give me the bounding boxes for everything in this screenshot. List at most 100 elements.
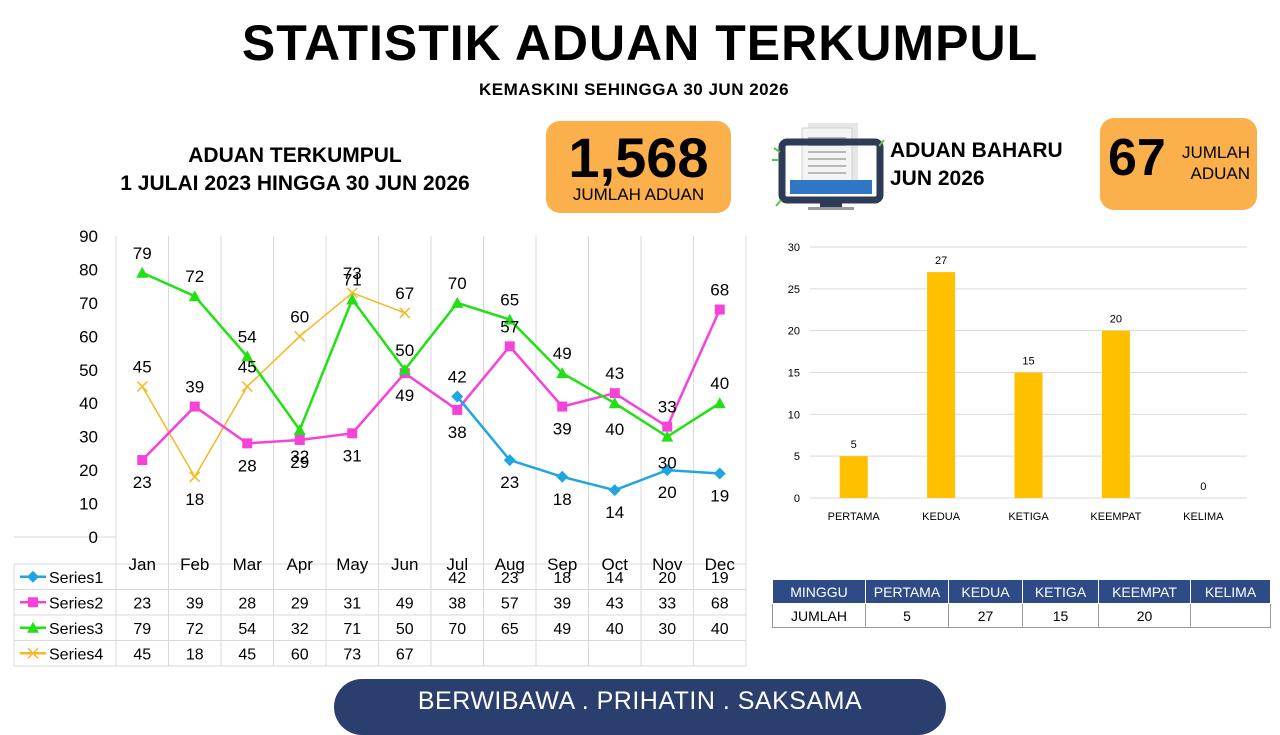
y-tick-label: 0: [89, 528, 98, 547]
data-point: [557, 401, 568, 412]
table-cell-value: 19: [711, 570, 729, 587]
bar: [839, 456, 868, 498]
table-cell-value: 42: [448, 570, 466, 587]
data-label: 27: [935, 255, 947, 267]
y-tick-label: 0: [794, 493, 800, 505]
table-cell-value: 38: [448, 595, 466, 612]
table-cell-value: 29: [291, 595, 309, 612]
data-label: 79: [133, 244, 152, 263]
data-label: 23: [500, 473, 519, 492]
weekly-complaints-table: MINGGU PERTAMA KEDUA KETIGA KEEMPAT KELI…: [772, 579, 1271, 628]
table-cell-value: 54: [238, 621, 256, 638]
x-tick-label: KEEMPAT: [1090, 511, 1141, 523]
data-label: 60: [290, 307, 309, 326]
table-cell-value: 20: [658, 570, 676, 587]
y-tick-label: 70: [79, 294, 98, 313]
data-point: [608, 484, 621, 497]
table-cell-value: 23: [501, 570, 519, 587]
x-tick-label: KEDUA: [922, 511, 961, 523]
data-label: 39: [185, 378, 204, 397]
data-point: [346, 287, 358, 299]
data-label: 15: [1022, 356, 1034, 368]
data-label: 45: [133, 358, 152, 377]
data-point: [713, 467, 726, 480]
x-tick-label: PERTAMA: [828, 511, 881, 523]
weekly-table-cell: 15: [1022, 603, 1099, 628]
weekly-table-header-cell: MINGGU: [772, 579, 866, 604]
total-heading-line2: 1 JULAI 2023 HINGGA 30 JUN 2026: [120, 172, 470, 195]
table-cell-value: 30: [658, 621, 676, 638]
x-tick-label: KELIMA: [1183, 511, 1224, 523]
bar: [1101, 330, 1130, 498]
data-label: 33: [658, 398, 677, 417]
y-tick-label: 10: [79, 495, 98, 514]
data-point: [188, 290, 201, 302]
data-point: [27, 647, 39, 659]
new-complaints-value: 67: [1108, 129, 1166, 187]
total-complaints-value: 1,568: [568, 126, 709, 189]
data-label: 32: [290, 447, 309, 466]
legend-label: Series4: [49, 646, 103, 663]
data-label: 40: [605, 420, 624, 439]
data-point: [662, 421, 673, 432]
series-line: [141, 291, 406, 479]
data-label: 5: [851, 439, 857, 451]
data-label: 31: [343, 446, 362, 465]
page-title: STATISTIK ADUAN TERKUMPUL: [241, 15, 1039, 71]
x-tick-label: Feb: [180, 555, 209, 574]
table-cell-value: 65: [501, 621, 519, 638]
y-tick-label: 25: [788, 284, 800, 296]
y-tick-label: 90: [79, 227, 98, 246]
table-cell-value: 39: [553, 595, 571, 612]
new-label-line2: ADUAN: [1190, 164, 1250, 183]
table-cell-value: 28: [238, 595, 256, 612]
new-heading-line2: JUN 2026: [890, 167, 985, 190]
table-cell-value: 50: [396, 621, 414, 638]
new-label-line1: JUMLAH: [1181, 143, 1250, 162]
data-label: 45: [238, 358, 257, 377]
line-series: [136, 266, 726, 442]
total-complaints-label: JUMLAH ADUAN: [572, 185, 705, 204]
table-cell-value: 40: [711, 621, 729, 638]
legend-key: [20, 621, 46, 633]
table-cell-value: 43: [606, 595, 624, 612]
y-tick-label: 15: [788, 368, 800, 380]
y-tick-label: 20: [788, 326, 800, 338]
table-cell-value: 33: [658, 595, 676, 612]
x-tick-label: Nov: [652, 555, 683, 574]
y-tick-label: 60: [79, 327, 98, 346]
table-cell-value: 14: [606, 570, 624, 587]
data-label: 18: [553, 490, 572, 509]
weekly-table-cell: JUMLAH: [772, 603, 866, 628]
table-cell-value: 18: [186, 646, 204, 663]
data-label: 50: [395, 341, 414, 360]
weekly-table-header-row: MINGGU PERTAMA KEDUA KETIGA KEEMPAT KELI…: [772, 579, 1271, 604]
data-label: 67: [395, 284, 414, 303]
table-cell-value: 18: [553, 570, 571, 587]
y-tick-label: 20: [79, 461, 98, 480]
series-line: [141, 309, 721, 461]
x-tick-label: Oct: [602, 555, 629, 574]
slogan-text: BERWIBAWA . PRIHATIN . SAKSAMA: [417, 687, 863, 715]
table-cell-value: 45: [133, 646, 151, 663]
data-label: 54: [238, 327, 257, 346]
legend-key: [20, 597, 46, 608]
data-point: [661, 464, 674, 477]
weekly-table-cell: 20: [1098, 603, 1191, 628]
y-tick-label: 10: [788, 409, 800, 421]
data-label: 20: [1110, 314, 1122, 326]
data-point: [504, 341, 515, 352]
data-point: [27, 570, 39, 583]
weekly-complaints-bar-chart: 0 5 10 15 20 25 30 5 PERTAMA 27 KEDUA 15 KETIGA 20 KEE…: [788, 242, 1247, 523]
data-label: 29: [290, 453, 309, 472]
data-point: [714, 304, 725, 315]
table-cell-value: 57: [501, 595, 519, 612]
y-tick-label: 30: [788, 242, 800, 254]
weekly-table-cell: 27: [948, 603, 1023, 628]
y-tick-label: 5: [794, 451, 800, 463]
weekly-table-row: JUMLAH 5 27 15 20: [772, 603, 1271, 628]
data-point: [27, 621, 39, 633]
table-cell-value: 72: [186, 621, 204, 638]
weekly-table-cell: [1190, 603, 1271, 628]
data-label: 73: [343, 264, 362, 283]
